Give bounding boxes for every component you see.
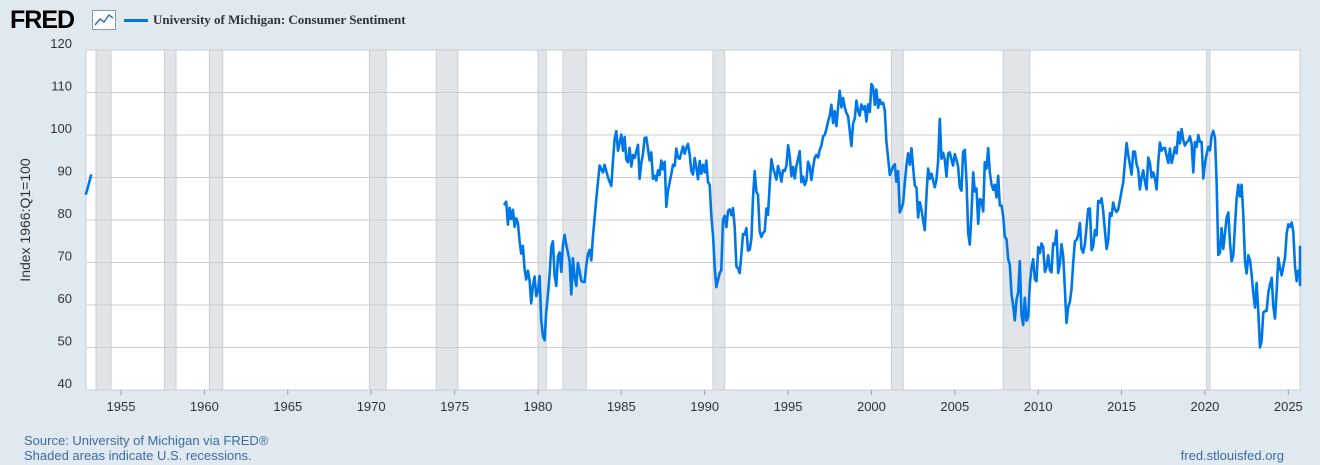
line-chart-icon[interactable] xyxy=(92,10,116,30)
source-note[interactable]: Source: University of Michigan via FRED® xyxy=(24,433,269,448)
y-tick-label: 100 xyxy=(50,121,72,136)
y-tick-label: 90 xyxy=(58,164,72,179)
plot-border xyxy=(85,49,1301,391)
fred-logo[interactable]: FRED xyxy=(10,6,75,34)
x-tick-label: 2005 xyxy=(940,399,969,414)
legend-label[interactable]: University of Michigan: Consumer Sentime… xyxy=(153,12,406,27)
y-tick-labels: 40 50 60 70 80 90 100 110 120 xyxy=(50,36,72,391)
y-tick-label: 40 xyxy=(58,376,72,391)
series-lines xyxy=(84,82,1302,349)
y-tick-label: 110 xyxy=(51,79,72,94)
y-tick-label: 70 xyxy=(58,249,72,264)
x-tick-labels: 1955 1960 1965 1970 1975 1980 1985 1990 1995 2000… xyxy=(107,390,1303,414)
x-tick-label: 1965 xyxy=(273,399,302,414)
x-tick-label: 2015 xyxy=(1107,399,1136,414)
y-axis-label: Index 1966:Q1=100 xyxy=(17,158,33,282)
y-tick-label: 80 xyxy=(58,206,72,221)
series-line xyxy=(84,174,93,195)
x-tick-label: 1970 xyxy=(357,399,386,414)
gridlines xyxy=(85,49,1301,391)
x-tick-label: 1960 xyxy=(190,399,219,414)
y-tick-label: 50 xyxy=(58,334,72,349)
legend-swatch xyxy=(124,19,148,22)
series-line xyxy=(503,82,1302,349)
x-tick-label: 2000 xyxy=(857,399,886,414)
x-tick-label: 2020 xyxy=(1190,399,1219,414)
x-tick-label: 1995 xyxy=(774,399,803,414)
recession-note: Shaded areas indicate U.S. recessions. xyxy=(24,448,252,463)
x-tick-label: 1975 xyxy=(440,399,469,414)
x-tick-label: 1990 xyxy=(690,399,719,414)
site-link[interactable]: fred.stlouisfed.org xyxy=(1180,448,1284,463)
x-tick-label: 1955 xyxy=(107,399,136,414)
y-tick-label: 120 xyxy=(50,36,72,51)
y-tick-label: 60 xyxy=(58,291,72,306)
x-tick-label: 1985 xyxy=(607,399,636,414)
x-tick-label: 2010 xyxy=(1024,399,1053,414)
x-tick-label: 2025 xyxy=(1274,399,1303,414)
x-tick-label: 1980 xyxy=(523,399,552,414)
